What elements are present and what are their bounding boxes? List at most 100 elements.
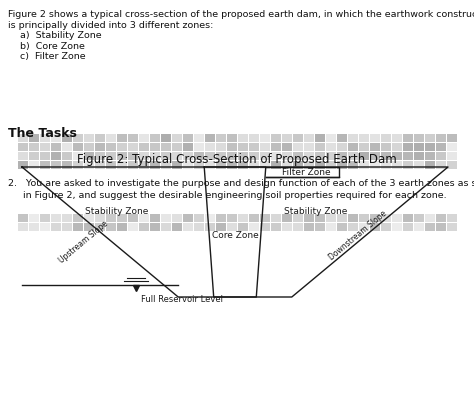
Bar [40,214,50,222]
Text: Figure 2 shows a typical cross-section of the proposed earth dam, in which the e: Figure 2 shows a typical cross-section o… [8,10,474,19]
Bar [403,223,413,231]
Bar [62,161,72,169]
Bar [271,134,281,142]
Text: b)  Core Zone: b) Core Zone [8,41,85,51]
Bar [84,223,94,231]
Bar [128,152,138,160]
Bar [282,152,292,160]
Bar [348,161,358,169]
Bar [183,161,193,169]
Bar [40,223,50,231]
Bar [73,223,83,231]
Bar [370,161,380,169]
Bar [194,134,204,142]
Bar [40,143,50,151]
Bar [62,152,72,160]
Bar [95,143,105,151]
Bar [337,134,347,142]
Text: Downstream Slope: Downstream Slope [328,209,389,262]
Bar [29,161,39,169]
Bar [194,161,204,169]
Bar [51,152,61,160]
Bar [205,161,215,169]
Bar [73,214,83,222]
Text: Stability Zone: Stability Zone [284,207,347,216]
Bar [293,223,303,231]
Bar [414,161,424,169]
Bar [150,152,160,160]
Bar [106,223,116,231]
Bar [293,152,303,160]
Bar [326,214,336,222]
Bar [425,143,435,151]
Bar [106,161,116,169]
Bar [205,223,215,231]
Bar [293,161,303,169]
Bar [62,214,72,222]
Bar [139,143,149,151]
Bar [227,143,237,151]
Text: Full Reservoir Level: Full Reservoir Level [141,295,223,304]
Bar [447,214,457,222]
Bar [29,223,39,231]
Bar [414,134,424,142]
Bar [139,223,149,231]
Bar [425,223,435,231]
Bar [271,214,281,222]
Bar [62,143,72,151]
Bar [403,143,413,151]
Bar [238,143,248,151]
Bar [216,223,226,231]
Bar [359,134,369,142]
Text: Stability Zone: Stability Zone [85,207,148,216]
Bar [392,152,402,160]
Bar [84,143,94,151]
Text: The Tasks: The Tasks [8,127,77,140]
Bar [370,152,380,160]
Bar [447,223,457,231]
Bar [315,134,325,142]
Bar [381,223,391,231]
Bar [84,161,94,169]
Bar [227,223,237,231]
Bar [172,143,182,151]
Bar [95,152,105,160]
Bar [216,134,226,142]
Bar [73,143,83,151]
Bar [403,214,413,222]
Bar [403,161,413,169]
Bar [29,143,39,151]
Text: Upstream Slope: Upstream Slope [57,220,110,265]
Bar [73,161,83,169]
Bar [392,223,402,231]
Bar [293,143,303,151]
Bar [348,214,358,222]
Text: Filter Zone: Filter Zone [282,168,330,177]
Bar [216,214,226,222]
Bar [249,214,259,222]
Bar [304,214,314,222]
Bar [282,214,292,222]
Bar [425,214,435,222]
Bar [282,134,292,142]
Bar [370,143,380,151]
Bar [414,143,424,151]
Bar [359,152,369,160]
Bar [271,223,281,231]
Bar [381,214,391,222]
Bar [29,134,39,142]
Text: Figure 2: Typical Cross-Section of Proposed Earth Dam: Figure 2: Typical Cross-Section of Propo… [77,153,397,166]
Bar [194,214,204,222]
Bar [161,152,171,160]
Bar [51,143,61,151]
Bar [260,134,270,142]
Bar [359,143,369,151]
Bar [18,152,28,160]
Bar [381,143,391,151]
Bar [315,214,325,222]
Bar [260,214,270,222]
Bar [337,152,347,160]
Bar [370,134,380,142]
Bar [51,161,61,169]
Bar [18,134,28,142]
